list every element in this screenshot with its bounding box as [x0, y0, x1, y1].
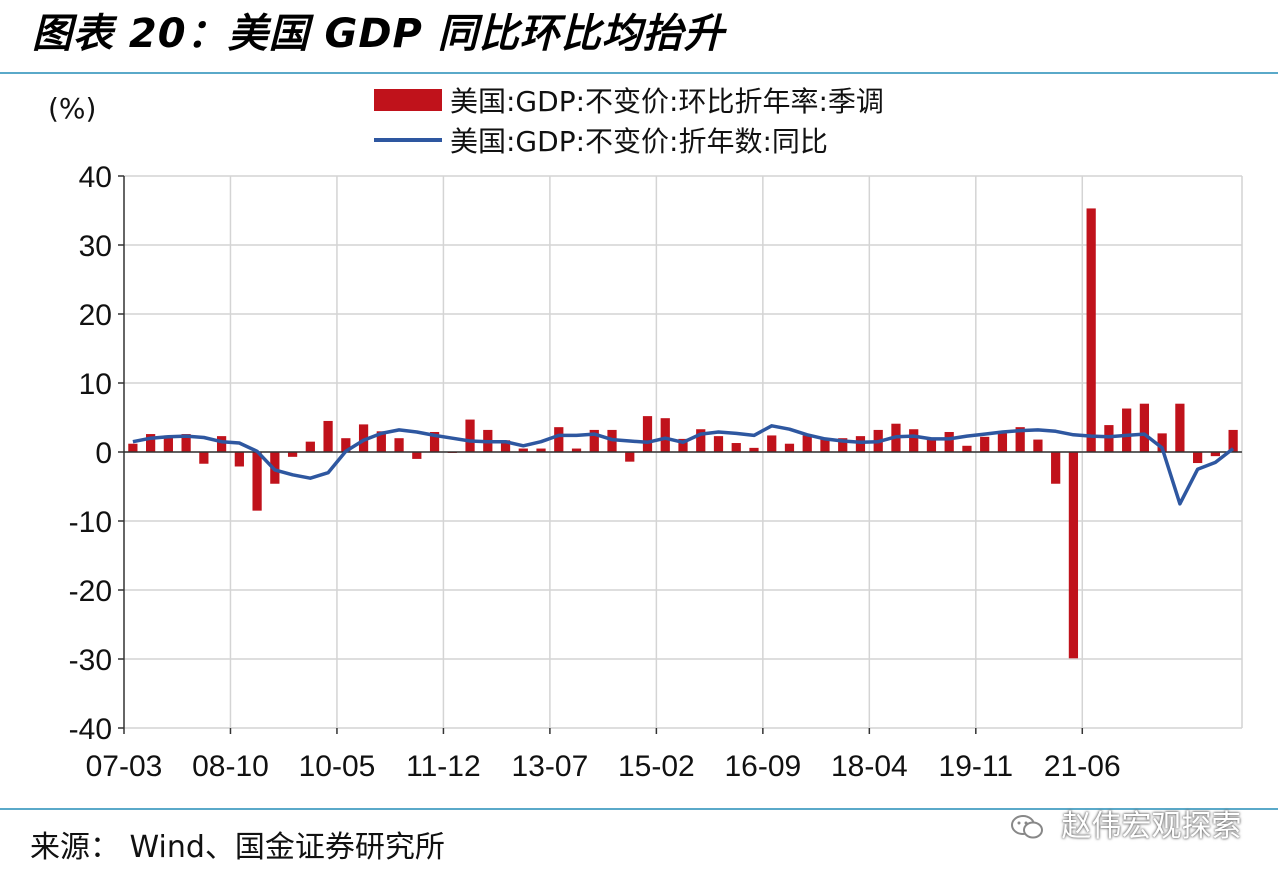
gdp-qoq-bar: [1228, 429, 1238, 452]
gdp-qoq-bar: [554, 427, 564, 452]
y-tick-label: 40: [79, 161, 112, 194]
y-tick-label: 0: [95, 437, 112, 470]
x-tick-label: 21-06: [1044, 750, 1121, 783]
gdp-qoq-bar: [660, 418, 670, 452]
gdp-qoq-bar: [163, 435, 173, 452]
x-tick-label: 18-04: [831, 750, 908, 783]
y-tick-label: 10: [79, 368, 112, 401]
gdp-qoq-bar: [571, 448, 582, 452]
legend-line-label: 美国:GDP:不变价:折年数:同比: [450, 125, 828, 158]
gdp-qoq-bar: [394, 438, 404, 452]
y-tick-label: -10: [69, 506, 112, 539]
gdp-qoq-bar: [802, 435, 812, 452]
y-axis-unit: (%): [48, 92, 97, 125]
gdp-qoq-bar: [749, 447, 759, 452]
gdp-qoq-bar: [909, 429, 919, 452]
gdp-qoq-bar: [713, 436, 724, 452]
watermark-text: 赵伟宏观探索: [1061, 808, 1242, 844]
gdp-qoq-bar: [855, 436, 866, 452]
gdp-qoq-bar: [1139, 403, 1150, 452]
gdp-qoq-bar: [962, 445, 972, 452]
gdp-qoq-bar: [412, 452, 422, 459]
y-tick-label: -30: [69, 644, 112, 677]
gdp-qoq-bar: [820, 438, 830, 452]
x-tick-label: 07-03: [86, 750, 163, 783]
gdp-qoq-bar: [465, 419, 475, 452]
chart-legend: 美国:GDP:不变价:环比折年率:季调 美国:GDP:不变价:折年数:同比: [374, 80, 884, 160]
gdp-qoq-bar: [997, 433, 1008, 452]
gdp-qoq-bar: [500, 440, 511, 452]
x-tick-label: 08-10: [192, 750, 269, 783]
bottom-divider: [0, 808, 1278, 810]
gdp-qoq-bar: [784, 443, 795, 452]
chart-title: 图表 20：美国 GDP 同比环比均抬升: [32, 11, 725, 57]
gdp-qoq-bar: [1015, 427, 1025, 452]
legend-bar-swatch: [374, 89, 442, 111]
y-tick-label: 30: [79, 230, 112, 263]
x-tick-label: 15-02: [618, 750, 695, 783]
gdp-qoq-bar: [642, 416, 653, 452]
gdp-qoq-bar: [980, 436, 990, 452]
gdp-qoq-bar: [323, 420, 333, 452]
legend-item-line: 美国:GDP:不变价:折年数:同比: [374, 120, 884, 160]
legend-line-swatch: [374, 138, 442, 142]
legend-bar-label: 美国:GDP:不变价:环比折年率:季调: [450, 85, 884, 118]
gdp-qoq-bar: [1033, 439, 1043, 452]
gdp-qoq-bar: [1175, 403, 1185, 452]
gdp-qoq-bar: [146, 434, 156, 452]
gdp-qoq-bar: [199, 452, 209, 464]
gdp-qoq-bar: [1193, 452, 1203, 464]
top-divider: [0, 72, 1278, 74]
gdp-qoq-bar: [181, 434, 191, 452]
gdp-qoq-bar: [1122, 408, 1132, 452]
gdp-qoq-bar: [1068, 452, 1079, 659]
gdp-qoq-bar: [926, 437, 937, 452]
gdp-qoq-bar: [1157, 433, 1167, 452]
gdp-qoq-bar: [536, 448, 546, 452]
gdp-qoq-bar: [305, 441, 315, 452]
gdp-qoq-bar: [128, 443, 138, 452]
y-tick-label: -20: [69, 575, 112, 608]
gdp-qoq-bar: [838, 438, 848, 452]
gdp-qoq-bar: [341, 438, 351, 452]
gdp-qoq-bar: [429, 431, 440, 452]
gdp-qoq-bar: [767, 435, 777, 452]
gdp-qoq-bar: [518, 448, 528, 452]
gdp-qoq-bar: [1086, 208, 1096, 452]
gdp-qoq-bar: [944, 431, 954, 452]
source-note: 来源： Wind、国金证券研究所: [30, 830, 445, 865]
gdp-qoq-bar: [731, 443, 741, 452]
gdp-yoy-line: [132, 424, 1235, 506]
x-tick-label: 19-11: [939, 750, 1014, 783]
legend-item-bar: 美国:GDP:不变价:环比折年率:季调: [374, 80, 884, 120]
gdp-qoq-bar: [216, 436, 227, 452]
x-tick-label: 10-05: [299, 750, 376, 783]
gdp-qoq-bar: [376, 431, 386, 452]
watermark: 赵伟宏观探索: [1010, 806, 1242, 846]
gdp-qoq-bar: [678, 438, 688, 452]
gdp-qoq-bar: [1051, 452, 1061, 484]
gdp-qoq-bar: [696, 429, 706, 452]
gdp-qoq-bar: [625, 452, 635, 462]
x-tick-label: 11-12: [406, 750, 481, 783]
gdp-qoq-bar: [589, 429, 599, 452]
gdp-qoq-bar: [1210, 452, 1220, 457]
gdp-qoq-bar: [287, 452, 298, 457]
x-tick-label: 13-07: [512, 750, 589, 783]
gdp-qoq-bar: [358, 424, 369, 452]
wechat-icon: [1011, 814, 1043, 838]
gdp-qoq-bar: [252, 452, 262, 511]
gdp-qoq-bar: [234, 452, 244, 467]
x-tick-label: 16-09: [724, 750, 801, 783]
y-tick-label: -40: [69, 713, 112, 746]
y-tick-label: 20: [79, 299, 112, 332]
